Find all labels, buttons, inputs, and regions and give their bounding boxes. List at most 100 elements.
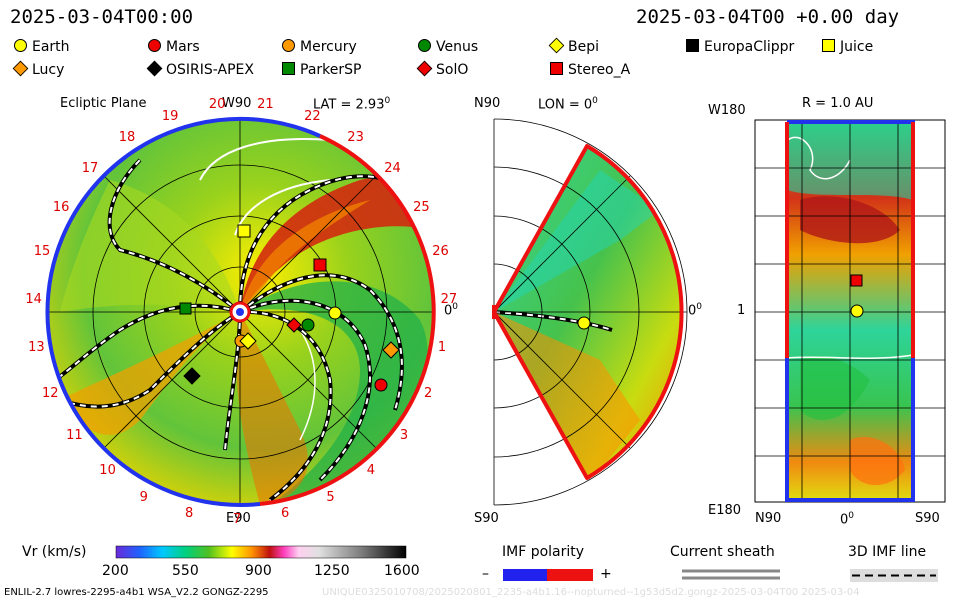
juice-marker [237, 224, 251, 238]
legend-label: Mercury [300, 39, 357, 55]
rotation-label: 24 [384, 161, 401, 177]
square-icon [822, 39, 835, 52]
legend-item: Mercury [282, 39, 357, 55]
legend-item: Lucy [12, 60, 64, 78]
legend-label: OSIRIS-APEX [166, 62, 254, 78]
meridional-bottom-label: S90 [474, 511, 499, 526]
square-icon [282, 62, 295, 75]
meridional-zero-label: 00 [688, 302, 703, 319]
earth-marker [328, 306, 342, 320]
rotation-label: 14 [25, 291, 42, 307]
legend-label: Earth [32, 39, 70, 55]
rotation-label: 27 [440, 291, 458, 307]
radial-x-right: S90 [915, 511, 940, 526]
rotation-label: 11 [66, 428, 83, 444]
legend-label: Venus [436, 39, 479, 55]
rotation-label: 12 [42, 386, 59, 402]
colorbar-tick-1600: 1600 [384, 563, 420, 579]
rotation-label: 13 [28, 340, 45, 356]
legend-item: SolO [416, 60, 469, 78]
legend-item: Earth [14, 39, 70, 55]
legend-item: EuropaClippr [686, 39, 794, 55]
earth-marker-meridional [577, 316, 591, 330]
rotation-label: 8 [185, 506, 194, 522]
square-icon [550, 62, 563, 75]
legend-item: Bepi [548, 37, 599, 55]
imf-plus-bar [547, 569, 593, 581]
colorbar-tick-550: 550 [172, 563, 199, 579]
legend-item: OSIRIS-APEX [146, 60, 254, 78]
colorbar-label: Vr (km/s) [22, 544, 87, 560]
radial-top-left: W180 [708, 103, 746, 118]
rotation-label: 7 [233, 512, 242, 527]
colorbar-tick-1250: 1250 [314, 563, 350, 579]
radial-bottom-left: E180 [708, 503, 742, 518]
rotation-label: 4 [366, 463, 375, 479]
osiris-apex-marker [183, 367, 201, 385]
imf-label: IMF polarity [502, 544, 585, 560]
rotation-label: 2 [423, 386, 433, 402]
ecliptic-title: Ecliptic Plane [60, 96, 147, 111]
legend-label: Stereo_A [568, 62, 631, 78]
rotation-label: 23 [347, 130, 364, 146]
rotation-label: 22 [304, 108, 321, 124]
sheath-label: Current sheath [670, 544, 775, 560]
rotation-label: 5 [326, 489, 335, 505]
stereo-a-marker [313, 258, 327, 272]
legend-label: EuropaClippr [704, 39, 795, 55]
rotation-label: 1 [437, 340, 447, 356]
footer-right: UNIQUE0325010708/2025020801_2235-a4b1.16… [322, 587, 860, 598]
square-icon [686, 39, 699, 52]
datetime-left: 2025-03-04T00:00 [10, 6, 194, 28]
radial-title: R = 1.0 AU [802, 96, 874, 111]
circle-icon [418, 39, 431, 52]
circle-icon [282, 39, 295, 52]
circle-icon [14, 39, 27, 52]
lucy-marker [382, 341, 400, 359]
rotation-label: 19 [161, 108, 179, 124]
ecliptic-panel [45, 116, 436, 507]
rotation-label: 18 [118, 130, 136, 146]
bepi-marker [239, 332, 257, 350]
rotation-label: 9 [139, 489, 148, 505]
rotation-label: 10 [99, 463, 116, 479]
legend-label: Mars [166, 39, 200, 55]
stereo-a-marker-radial [850, 274, 863, 287]
ecliptic-top-label: W90 [222, 96, 252, 111]
imf-line-swatch [850, 569, 938, 582]
colorbar-tick-200: 200 [102, 563, 129, 579]
parkersp-marker [179, 302, 192, 315]
vr-colorbar [115, 545, 407, 559]
radial-x-mid: 00 [840, 511, 855, 528]
imf3d-label: 3D IMF line [848, 544, 927, 560]
meridional-lon: LON = 00 [538, 96, 598, 113]
imf-minus-bar [503, 569, 547, 581]
legend-label: Juice [840, 39, 874, 55]
rotation-label: 17 [81, 161, 99, 177]
legend-label: SolO [436, 62, 469, 78]
rotation-label: 20 [208, 97, 226, 113]
legend-item: Juice [822, 39, 873, 55]
meridional-panel [492, 118, 688, 506]
colorbar-tick-900: 900 [245, 563, 272, 579]
legend-item: Stereo_A [550, 62, 630, 78]
rotation-label: 25 [413, 200, 430, 215]
meridional-top-label: N90 [474, 96, 501, 111]
ecliptic-lat: LAT = 2.930 [313, 96, 391, 113]
rotation-label: 3 [399, 428, 409, 444]
radial-mid-left: 1 [737, 303, 746, 318]
radial-x-left: N90 [755, 511, 782, 526]
current-sheath-swatch [682, 569, 780, 580]
footer-left: ENLIL-2.7 lowres-2295-a4b1 WSA_V2.2 GONG… [4, 587, 269, 598]
legend-label: ParkerSP [300, 62, 362, 78]
rotation-label: 21 [257, 97, 274, 113]
mars-marker [374, 378, 388, 392]
datetime-right: 2025-03-04T00 +0.00 day [636, 6, 900, 28]
solo-marker [286, 317, 302, 333]
circle-icon [148, 39, 161, 52]
rotation-label: 15 [33, 244, 51, 260]
legend-item: Mars [148, 39, 200, 55]
legend-item: Venus [418, 39, 478, 55]
rotation-label: 26 [432, 244, 449, 260]
